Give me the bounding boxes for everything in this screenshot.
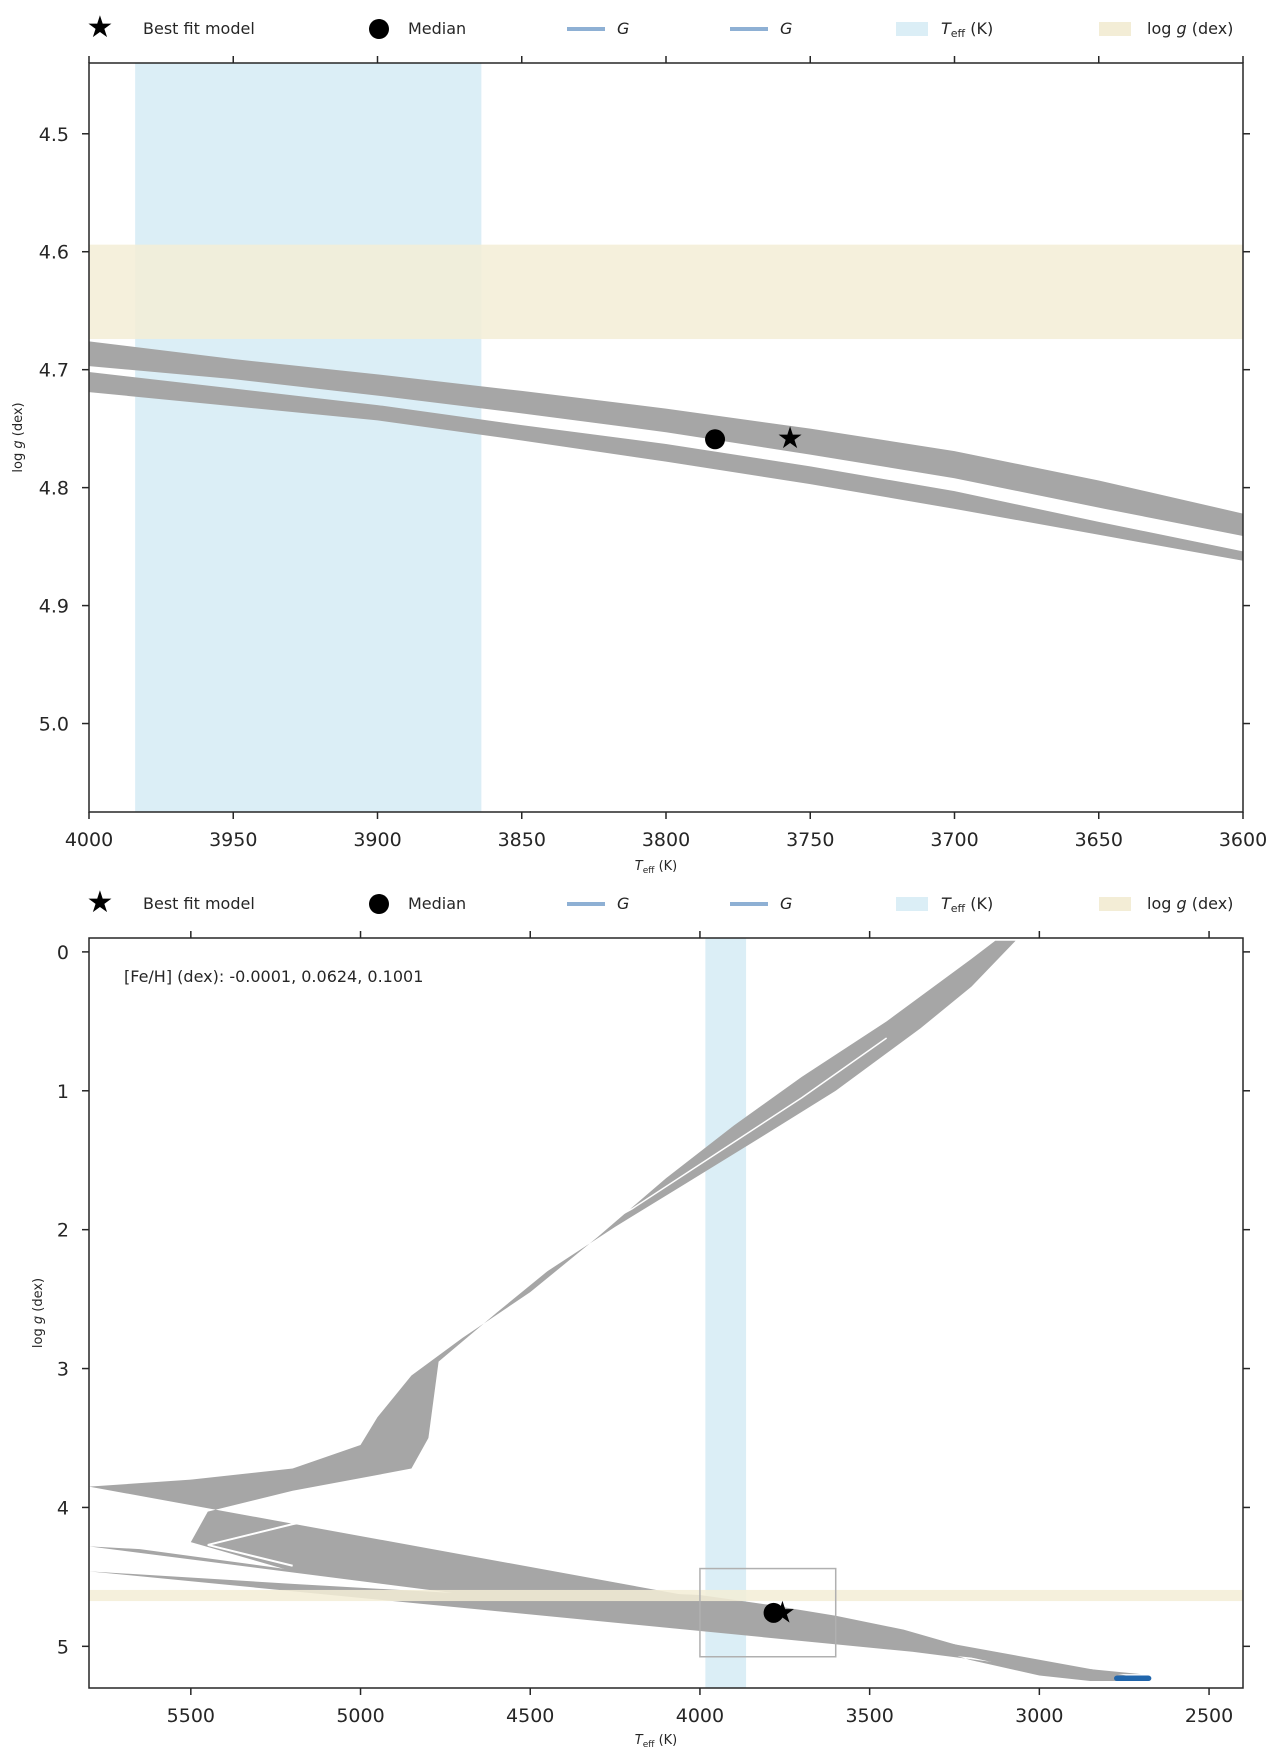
y-tick-label: 4.8 [39, 478, 69, 500]
legend-teff-label: Teff (K) [941, 19, 993, 40]
track-separator [428, 1037, 888, 1307]
isochrone-track-0 [89, 341, 1243, 536]
legend-teff-swatch [896, 897, 928, 911]
legend-g2-label: G [780, 894, 792, 913]
y-tick-label: 1 [57, 1081, 69, 1103]
y-axis-label: log g (dex) [31, 1278, 46, 1348]
y-tick-label: 2 [57, 1220, 69, 1242]
x-tick-label: 3900 [353, 829, 401, 851]
legend-median-icon [369, 894, 389, 914]
legend-logg-label: log g (dex) [1147, 894, 1233, 913]
y-tick-label: 4 [57, 1497, 69, 1519]
legend-logg-swatch [1099, 897, 1131, 911]
x-tick-label: 4000 [65, 829, 113, 851]
x-tick-label: 3000 [1015, 1705, 1063, 1727]
legend-bottom: ★ Best fit model Median G G Teff (K) log… [87, 885, 1234, 920]
legend-teff-label: Teff (K) [941, 894, 993, 915]
y-tick-label: 3 [57, 1359, 69, 1381]
x-tick-label: 3600 [1219, 829, 1267, 851]
x-tick-label: 4000 [676, 1705, 724, 1727]
legend-g1-label: G [617, 19, 629, 38]
plot-area [89, 63, 1243, 812]
x-axis-label: Teff (K) [635, 859, 678, 876]
y-tick-label: 5 [57, 1636, 69, 1658]
x-tick-label: 3950 [209, 829, 257, 851]
median-marker [705, 429, 726, 450]
isochrone-track-1 [89, 372, 1243, 561]
legend-median-label: Median [408, 19, 466, 38]
teff-band [135, 63, 482, 812]
best-fit-marker: ★ [777, 421, 804, 456]
legend-logg-swatch [1099, 22, 1131, 36]
legend-best-fit-icon: ★ [87, 10, 114, 45]
x-axis-label: Teff (K) [635, 1733, 678, 1750]
feh-annotation: [Fe/H] (dex): -0.0001, 0.0624, 0.1001 [124, 967, 423, 986]
legend-g2-label: G [780, 19, 792, 38]
logg-band [89, 244, 1243, 340]
y-tick-label: 4.5 [39, 124, 69, 146]
teff-band [705, 938, 747, 1688]
legend-teff-swatch [896, 22, 928, 36]
x-tick-label: 5000 [336, 1705, 384, 1727]
zoom-box [699, 1567, 837, 1658]
best-fit-marker: ★ [769, 1596, 796, 1631]
y-tick-label: 0 [57, 942, 69, 964]
x-tick-label: 3850 [498, 829, 546, 851]
plot-area [89, 938, 1243, 1688]
y-axis-label: log g (dex) [11, 402, 26, 472]
y-tick-label: 4.9 [39, 596, 69, 618]
full-panel: ★ 5500 5000 4500 4000 3500 3000 2500 0 1 2 3 4 5 Teff … [31, 931, 1250, 1750]
x-tick-label: 3750 [786, 829, 834, 851]
legend-best-fit-label: Best fit model [143, 894, 255, 913]
legend-best-fit-label: Best fit model [143, 19, 255, 38]
x-tick-label: 4500 [506, 1705, 554, 1727]
isochrone-track-main-sequence [89, 1546, 1142, 1682]
x-tick-label: 5500 [167, 1705, 215, 1727]
median-marker [763, 1602, 784, 1623]
y-tick-label: 4.6 [39, 242, 69, 264]
axes-frame [88, 937, 1244, 1689]
x-tick-label: 3700 [930, 829, 978, 851]
y-tick-label: 4.7 [39, 360, 69, 382]
g-track-segment [1114, 1675, 1152, 1682]
x-tick-label: 3500 [845, 1705, 893, 1727]
x-tick-label: 3800 [642, 829, 690, 851]
legend-top: ★ Best fit model Median G G Teff (K) log… [87, 10, 1234, 45]
legend-best-fit-icon: ★ [87, 885, 114, 920]
logg-band [89, 1589, 1243, 1602]
x-tick-label: 3650 [1075, 829, 1123, 851]
legend-g1-label: G [617, 894, 629, 913]
zoom-panel: ★ 4000 3950 3900 3850 3800 3750 3700 3650 3600 4.5… [11, 56, 1267, 876]
isochrone-track-giant [89, 940, 1142, 1679]
legend-median-icon [369, 19, 389, 39]
track-separator [207, 1500, 412, 1567]
x-tick-label: 2500 [1185, 1705, 1233, 1727]
y-tick-label: 5.0 [39, 714, 69, 736]
legend-logg-label: log g (dex) [1147, 19, 1233, 38]
legend-median-label: Median [408, 894, 466, 913]
